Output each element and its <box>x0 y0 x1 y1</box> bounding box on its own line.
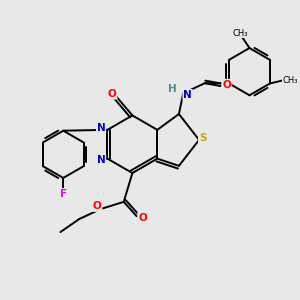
Text: O: O <box>108 89 117 99</box>
Text: CH₃: CH₃ <box>282 76 298 85</box>
Text: N: N <box>183 90 192 100</box>
Text: CH₃: CH₃ <box>232 28 248 38</box>
Text: O: O <box>93 201 102 211</box>
Text: H: H <box>168 84 177 94</box>
Text: N: N <box>97 123 106 134</box>
Text: S: S <box>199 134 206 143</box>
Text: O: O <box>222 80 231 90</box>
Text: N: N <box>97 155 106 165</box>
Text: O: O <box>138 213 147 223</box>
Text: F: F <box>60 189 67 199</box>
